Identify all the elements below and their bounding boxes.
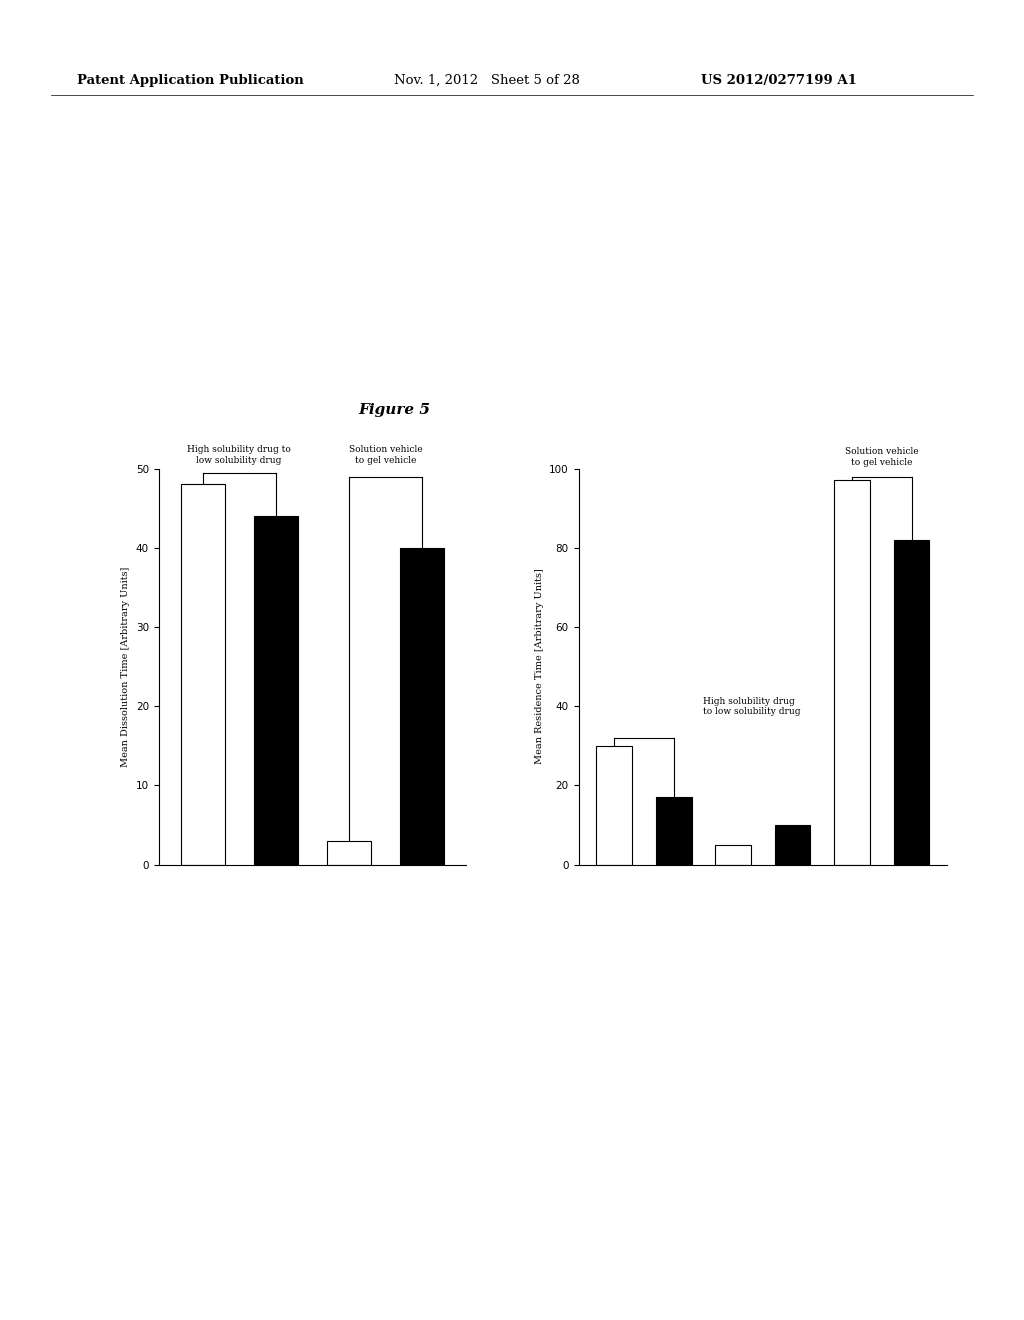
Text: High solubility drug
to low solubility drug: High solubility drug to low solubility d… (703, 697, 801, 715)
Bar (254, 516, 298, 865)
Bar (327, 841, 371, 865)
Text: Nov. 1, 2012   Sheet 5 of 28: Nov. 1, 2012 Sheet 5 of 28 (394, 74, 581, 87)
Text: Figure 5: Figure 5 (358, 403, 430, 417)
Bar (180, 484, 224, 865)
Text: Patent Application Publication: Patent Application Publication (77, 74, 303, 87)
Bar (716, 845, 751, 865)
Bar (894, 540, 930, 865)
Text: US 2012/0277199 A1: US 2012/0277199 A1 (701, 74, 857, 87)
Y-axis label: Mean Dissolution Time [Arbitrary Units]: Mean Dissolution Time [Arbitrary Units] (121, 566, 130, 767)
Bar (596, 746, 632, 865)
Text: High solubility drug to
low solubility drug: High solubility drug to low solubility d… (187, 445, 291, 465)
Bar (775, 825, 810, 865)
Y-axis label: Mean Residence Time [Arbitrary Units]: Mean Residence Time [Arbitrary Units] (535, 569, 544, 764)
Bar (835, 480, 870, 865)
Text: Solution vehicle
to gel vehicle: Solution vehicle to gel vehicle (348, 445, 422, 465)
Text: Solution vehicle
to gel vehicle: Solution vehicle to gel vehicle (845, 447, 919, 467)
Bar (400, 548, 444, 865)
Bar (655, 797, 691, 865)
